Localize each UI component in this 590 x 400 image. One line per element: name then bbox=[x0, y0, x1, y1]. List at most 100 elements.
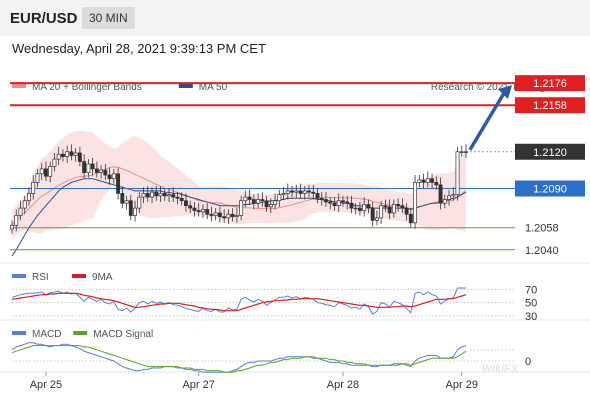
candle bbox=[421, 179, 426, 183]
candle bbox=[145, 193, 150, 198]
candle bbox=[353, 207, 358, 210]
rsi-line bbox=[11, 287, 466, 315]
legend-label: MA 50 bbox=[199, 82, 228, 93]
candle bbox=[430, 178, 435, 183]
candle bbox=[120, 193, 125, 204]
candle bbox=[307, 190, 311, 193]
candle bbox=[311, 191, 316, 194]
candle bbox=[302, 190, 307, 194]
candle bbox=[56, 153, 61, 160]
candle bbox=[341, 200, 345, 203]
rsi-legend-swatch bbox=[72, 274, 86, 278]
candle bbox=[336, 200, 341, 207]
candle bbox=[111, 173, 116, 180]
candle bbox=[14, 215, 19, 226]
candle bbox=[268, 204, 273, 208]
chart-datetime: Wednesday, April 28, 2021 9:39:13 PM CET bbox=[12, 41, 266, 56]
candle bbox=[205, 208, 210, 215]
candle bbox=[434, 182, 439, 186]
candle bbox=[22, 200, 27, 209]
last-price-label: 1.2120 bbox=[533, 147, 567, 159]
rsi-legend-label: RSI bbox=[32, 272, 49, 283]
candle bbox=[281, 193, 286, 195]
candle bbox=[39, 168, 44, 175]
candle bbox=[107, 174, 112, 180]
candle bbox=[124, 200, 129, 204]
candle bbox=[357, 207, 362, 211]
candle bbox=[141, 193, 146, 198]
resistance-label: 1.2158 bbox=[533, 100, 567, 112]
candle bbox=[77, 152, 82, 162]
candle bbox=[31, 182, 36, 194]
candle bbox=[447, 195, 451, 200]
bollinger-band bbox=[12, 130, 466, 240]
candle bbox=[43, 168, 48, 177]
candle bbox=[137, 196, 142, 209]
candle bbox=[86, 163, 91, 173]
rsi-ma-line bbox=[11, 292, 467, 312]
candle bbox=[222, 216, 227, 219]
rsi-tick-label: 50 bbox=[525, 298, 537, 310]
candle bbox=[298, 190, 303, 194]
candle bbox=[455, 151, 460, 195]
support-label: 1.2040 bbox=[525, 245, 559, 257]
candle bbox=[408, 213, 413, 224]
candle bbox=[217, 212, 222, 218]
candle bbox=[48, 166, 53, 177]
candle bbox=[230, 213, 235, 218]
candle bbox=[116, 173, 121, 194]
candle bbox=[251, 199, 256, 204]
watermark: WikiFX bbox=[482, 363, 519, 375]
candle bbox=[226, 213, 231, 219]
candle bbox=[73, 152, 78, 156]
candle bbox=[387, 206, 392, 214]
legend-swatch bbox=[178, 84, 193, 88]
pivot-label: 1.2090 bbox=[533, 184, 567, 196]
candle bbox=[90, 163, 95, 170]
rsi-tick-label: 70 bbox=[525, 284, 537, 296]
ma20-line bbox=[11, 166, 467, 226]
candle bbox=[400, 205, 405, 209]
candle bbox=[374, 217, 379, 221]
candle bbox=[260, 199, 265, 202]
last-price-box bbox=[515, 143, 585, 160]
candle bbox=[162, 193, 167, 197]
candle bbox=[154, 191, 159, 197]
candle bbox=[35, 173, 40, 183]
candle bbox=[332, 202, 337, 206]
candle bbox=[179, 197, 184, 202]
x-axis-label: Apr 28 bbox=[327, 379, 359, 391]
candle bbox=[94, 168, 99, 173]
candle bbox=[417, 179, 422, 183]
candle bbox=[379, 205, 384, 219]
candle bbox=[277, 194, 282, 202]
macd-legend-swatch bbox=[12, 331, 26, 335]
candle bbox=[158, 193, 163, 197]
x-axis-label: Apr 29 bbox=[446, 379, 478, 391]
macd-zero-label: 0 bbox=[525, 356, 531, 368]
resistance-label: 1.2176 bbox=[533, 78, 567, 90]
rsi-tick-label: 30 bbox=[525, 311, 537, 323]
candle bbox=[27, 193, 31, 202]
macd-legend-label: MACD Signal bbox=[93, 329, 153, 340]
forecast-arrow-line bbox=[468, 92, 506, 151]
candle bbox=[175, 196, 180, 199]
candle bbox=[345, 201, 350, 204]
candle bbox=[294, 190, 299, 193]
candle bbox=[391, 204, 396, 214]
candle bbox=[324, 199, 328, 203]
candle bbox=[82, 161, 87, 173]
candle bbox=[10, 224, 14, 230]
candle bbox=[438, 184, 443, 204]
legend-label: MA 20 + Bollinger Bands bbox=[32, 82, 142, 93]
macd-legend-label: MACD bbox=[32, 329, 61, 340]
candle bbox=[128, 200, 133, 216]
candle bbox=[362, 204, 367, 211]
timeframe-button[interactable]: 30 MIN bbox=[82, 7, 135, 29]
candle bbox=[133, 207, 137, 216]
candle bbox=[256, 199, 261, 204]
candle bbox=[243, 196, 248, 202]
candle bbox=[370, 207, 375, 221]
x-axis-label: Apr 25 bbox=[30, 379, 62, 391]
